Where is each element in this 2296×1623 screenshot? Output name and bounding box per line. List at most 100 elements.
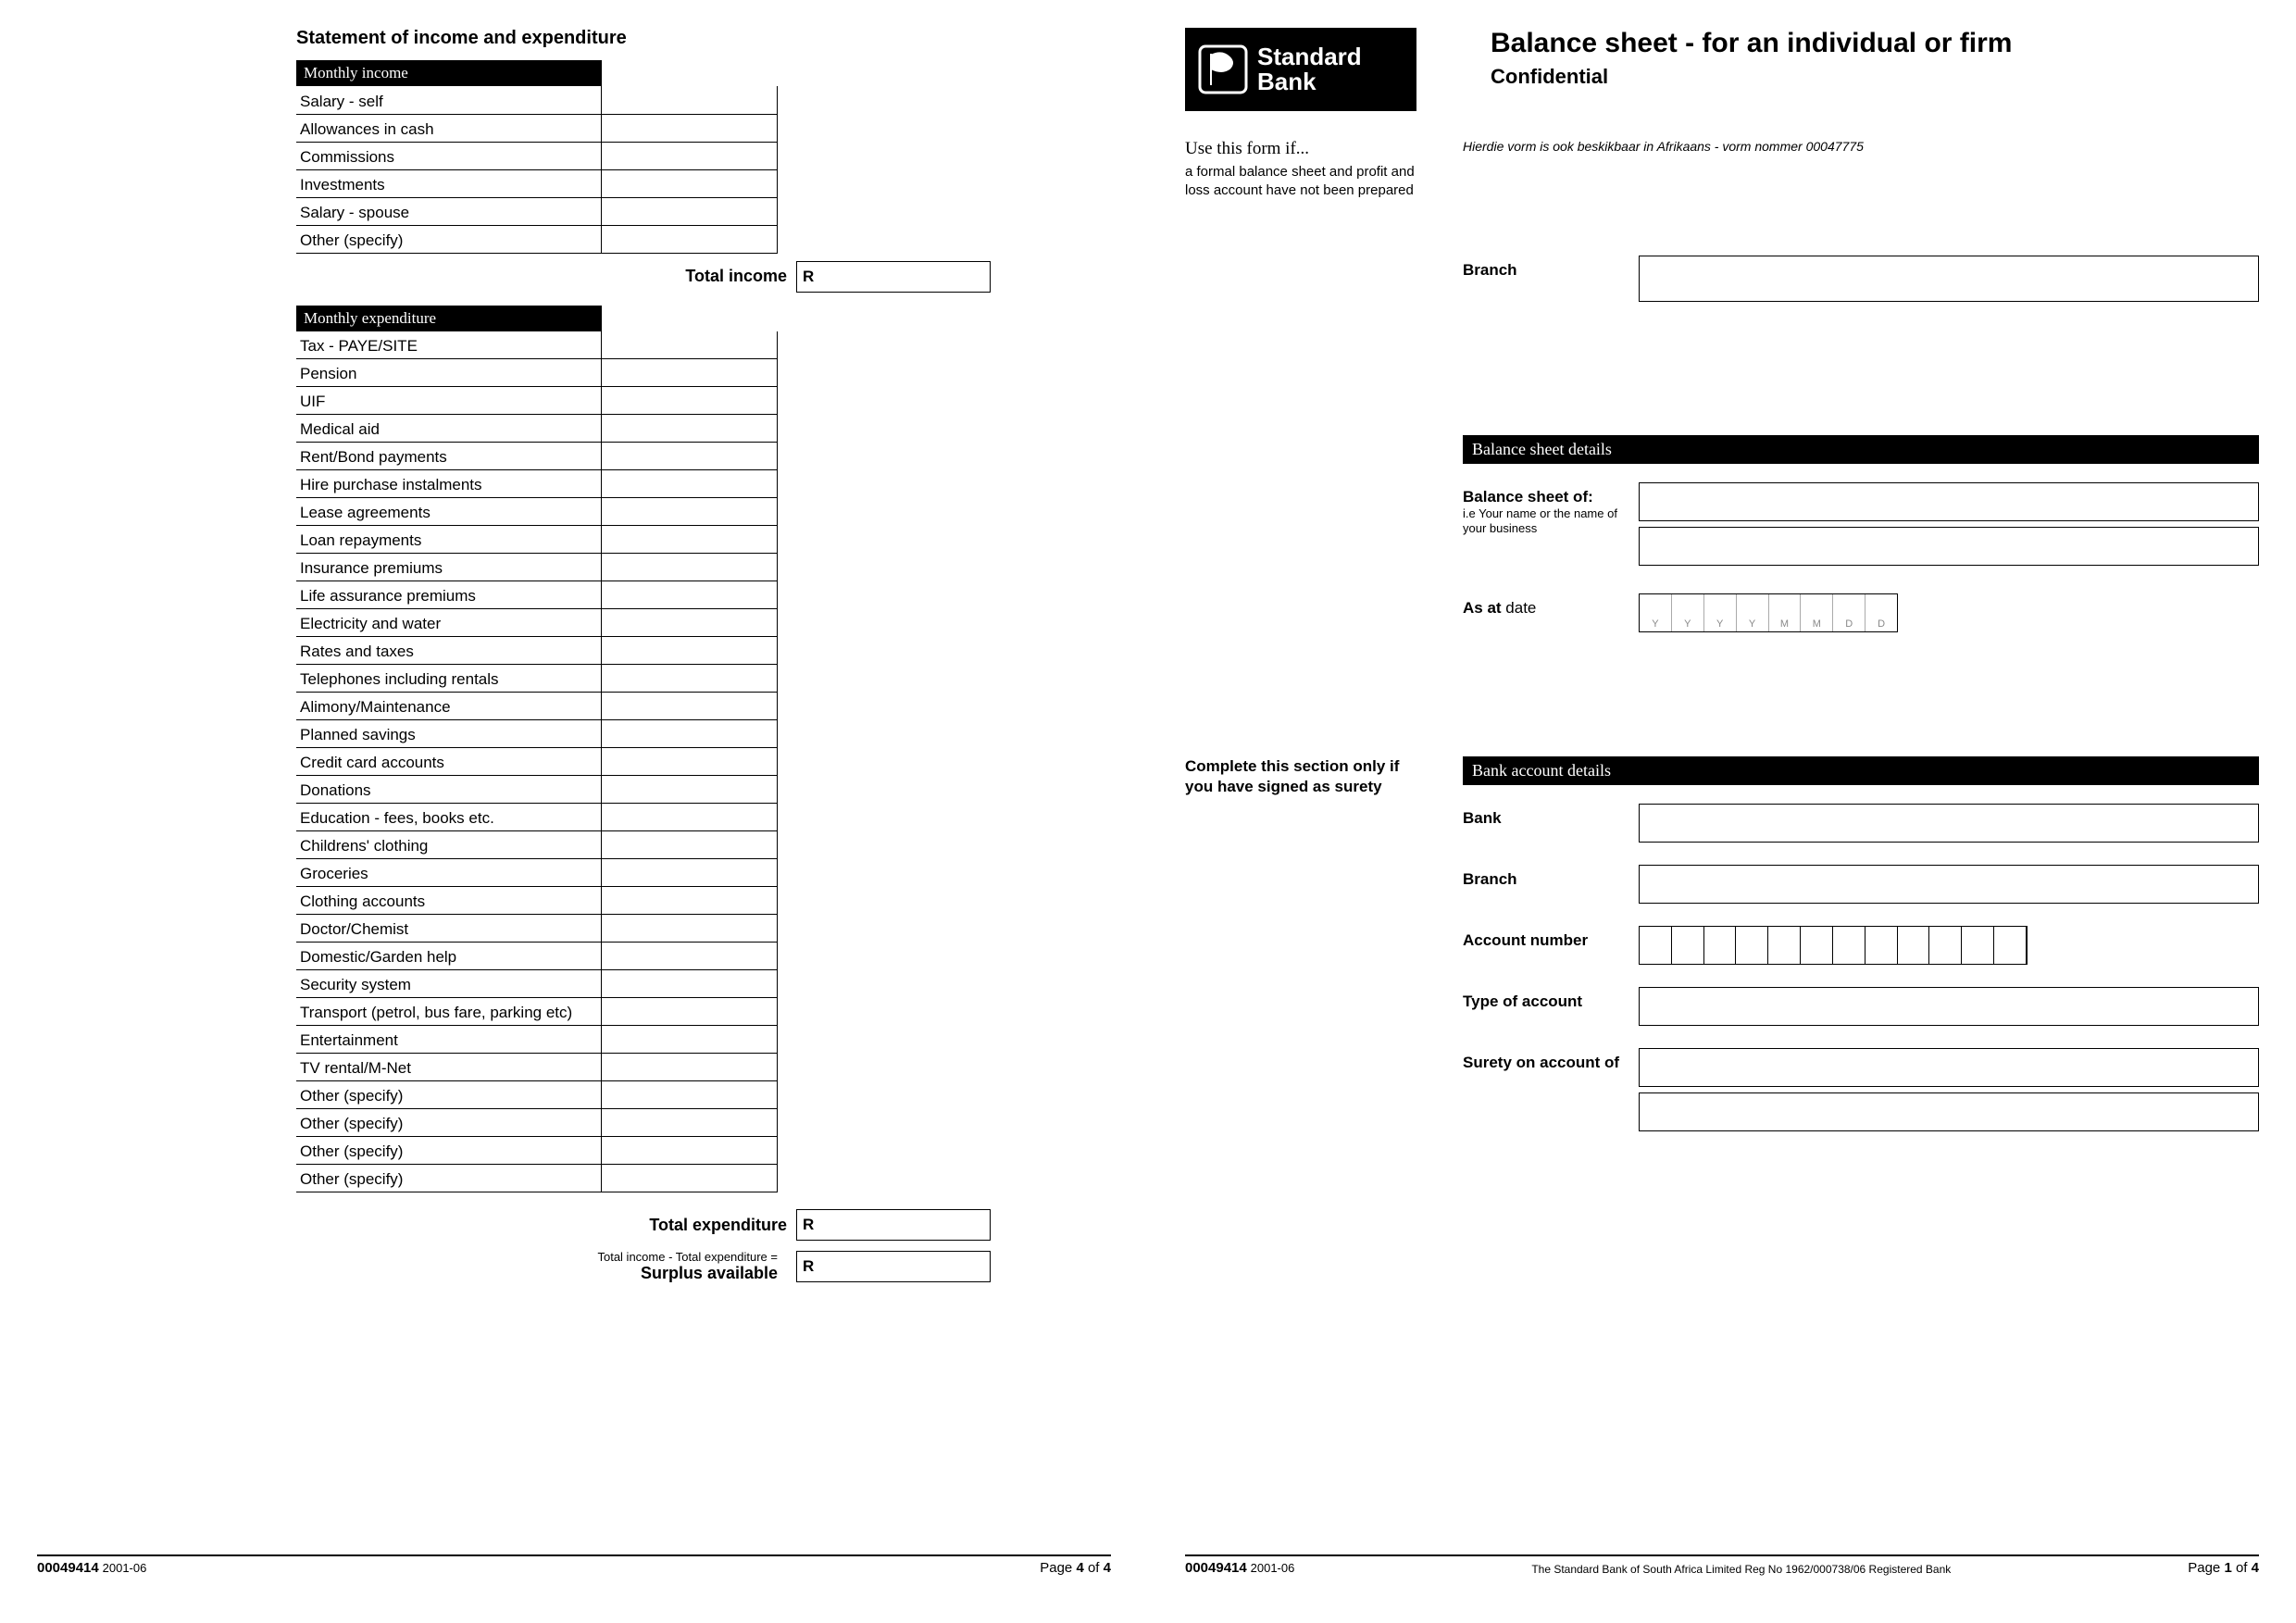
row-value-input[interactable] xyxy=(602,498,778,526)
row-value-input[interactable] xyxy=(602,637,778,665)
row-value-input[interactable] xyxy=(602,142,778,169)
row-value-input[interactable] xyxy=(602,693,778,720)
date-cell[interactable]: M xyxy=(1801,594,1833,631)
total-income-box[interactable]: R xyxy=(796,261,991,293)
acct-cell[interactable] xyxy=(1640,927,1672,964)
table-row: Education - fees, books etc. xyxy=(296,804,778,831)
row-value-input[interactable] xyxy=(602,998,778,1026)
type-of-account-input[interactable] xyxy=(1639,987,2259,1026)
branch2-input[interactable] xyxy=(1639,865,2259,904)
date-cell[interactable]: D xyxy=(1833,594,1866,631)
row-label: Hire purchase instalments xyxy=(296,470,602,498)
row-label: Salary - self xyxy=(296,86,602,114)
row-value-input[interactable] xyxy=(602,331,778,359)
row-label: Transport (petrol, bus fare, parking etc… xyxy=(296,998,602,1026)
type-of-account-label: Type of account xyxy=(1463,987,1639,1011)
date-placeholder: D xyxy=(1866,618,1897,630)
row-value-input[interactable] xyxy=(602,720,778,748)
row-label: Rent/Bond payments xyxy=(296,443,602,470)
date-cell[interactable]: D xyxy=(1866,594,1897,631)
row-label: Loan repayments xyxy=(296,526,602,554)
balance-sheet-details-header: Balance sheet details xyxy=(1463,435,2259,464)
row-value-input[interactable] xyxy=(602,1137,778,1165)
branch-input[interactable] xyxy=(1639,256,2259,302)
row-label: Alimony/Maintenance xyxy=(296,693,602,720)
bs-of-input-2[interactable] xyxy=(1639,527,2259,566)
row-value-input[interactable] xyxy=(602,86,778,114)
row-value-input[interactable] xyxy=(602,1026,778,1054)
row-value-input[interactable] xyxy=(602,859,778,887)
row-value-input[interactable] xyxy=(602,776,778,804)
table-row: Electricity and water xyxy=(296,609,778,637)
acct-cell[interactable] xyxy=(1833,927,1866,964)
acct-cell[interactable] xyxy=(1801,927,1833,964)
row-value-input[interactable] xyxy=(602,387,778,415)
bs-of-label-sub: i.e Your name or the name of your busine… xyxy=(1463,506,1639,535)
branch-field: Branch xyxy=(1463,256,2259,302)
row-value-input[interactable] xyxy=(602,470,778,498)
row-value-input[interactable] xyxy=(602,114,778,142)
row-value-input[interactable] xyxy=(602,970,778,998)
type-of-account-field: Type of account xyxy=(1463,987,2259,1026)
page-total: 4 xyxy=(1104,1560,1111,1576)
row-value-input[interactable] xyxy=(602,415,778,443)
date-cell[interactable]: Y xyxy=(1672,594,1704,631)
bs-of-input-1[interactable] xyxy=(1639,482,2259,521)
row-value-input[interactable] xyxy=(602,831,778,859)
table-row: Entertainment xyxy=(296,1026,778,1054)
surety-input-2[interactable] xyxy=(1639,1092,2259,1131)
branch2-field: Branch xyxy=(1463,865,2259,904)
date-cell[interactable]: Y xyxy=(1704,594,1737,631)
date-cell[interactable]: Y xyxy=(1737,594,1769,631)
account-number-input[interactable] xyxy=(1639,926,2028,965)
row-value-input[interactable] xyxy=(602,1054,778,1081)
date-cell[interactable]: M xyxy=(1769,594,1802,631)
row-label: Medical aid xyxy=(296,415,602,443)
bank-input[interactable] xyxy=(1639,804,2259,843)
acct-cell[interactable] xyxy=(1704,927,1737,964)
row-label: Doctor/Chemist xyxy=(296,915,602,943)
row-value-input[interactable] xyxy=(602,804,778,831)
acct-cell[interactable] xyxy=(1898,927,1930,964)
acct-cell[interactable] xyxy=(1929,927,1962,964)
row-value-input[interactable] xyxy=(602,1165,778,1192)
date-placeholder: D xyxy=(1833,618,1865,630)
row-value-input[interactable] xyxy=(602,169,778,197)
acct-cell[interactable] xyxy=(1866,927,1898,964)
row-value-input[interactable] xyxy=(602,554,778,581)
acct-cell[interactable] xyxy=(1994,927,2027,964)
row-value-input[interactable] xyxy=(602,581,778,609)
row-value-input[interactable] xyxy=(602,225,778,253)
date-input[interactable]: YYYYMMDD xyxy=(1639,593,1898,632)
row-value-input[interactable] xyxy=(602,887,778,915)
table-row: Tax - PAYE/SITE xyxy=(296,331,778,359)
row-value-input[interactable] xyxy=(602,665,778,693)
acct-cell[interactable] xyxy=(1672,927,1704,964)
table-row: Medical aid xyxy=(296,415,778,443)
row-value-input[interactable] xyxy=(602,526,778,554)
table-row: Life assurance premiums xyxy=(296,581,778,609)
surplus-box[interactable]: R xyxy=(796,1251,991,1282)
row-value-input[interactable] xyxy=(602,609,778,637)
row-value-input[interactable] xyxy=(602,359,778,387)
date-placeholder: Y xyxy=(1640,618,1671,630)
row-value-input[interactable] xyxy=(602,1081,778,1109)
row-value-input[interactable] xyxy=(602,943,778,970)
total-expenditure-box[interactable]: R xyxy=(796,1209,991,1241)
of-word: of xyxy=(2236,1560,2248,1576)
currency-r: R xyxy=(803,1257,814,1276)
acct-cell[interactable] xyxy=(1736,927,1768,964)
date-cell[interactable]: Y xyxy=(1640,594,1672,631)
table-row: Salary - spouse xyxy=(296,197,778,225)
row-value-input[interactable] xyxy=(602,1109,778,1137)
row-value-input[interactable] xyxy=(602,443,778,470)
row-value-input[interactable] xyxy=(602,197,778,225)
surety-input-1[interactable] xyxy=(1639,1048,2259,1087)
as-at-label: As at date xyxy=(1463,593,1639,618)
table-row: Alimony/Maintenance xyxy=(296,693,778,720)
table-row: Other (specify) xyxy=(296,1165,778,1192)
row-value-input[interactable] xyxy=(602,748,778,776)
acct-cell[interactable] xyxy=(1962,927,1994,964)
row-value-input[interactable] xyxy=(602,915,778,943)
acct-cell[interactable] xyxy=(1768,927,1801,964)
